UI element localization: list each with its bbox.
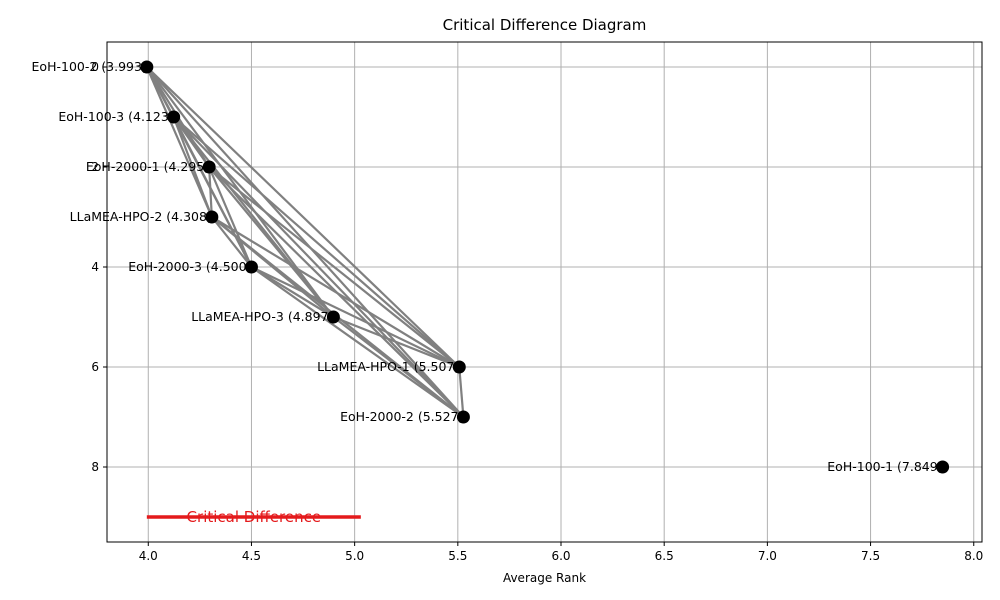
data-point: [936, 460, 950, 474]
connection-line: [172, 116, 460, 368]
critical-difference-label: Critical Difference: [187, 508, 322, 526]
point-label: LLaMEA-HPO-2 (4.308): [70, 209, 212, 224]
point-labels: EoH-100-2 (3.993) EoH-100-3 (4.123) EoH-20…: [32, 59, 943, 474]
connection-line: [172, 116, 253, 268]
x-tick-label: 6.0: [551, 549, 570, 563]
y-tick-label: 4: [91, 260, 99, 274]
x-tick-label: 7.0: [758, 549, 777, 563]
x-tick-label: 5.0: [345, 549, 364, 563]
chart-title: Critical Difference Diagram: [443, 16, 647, 34]
x-tick-label: 7.5: [861, 549, 880, 563]
data-point: [326, 310, 340, 324]
point-label: EoH-100-3 (4.123): [58, 109, 173, 124]
y-tick-label: 8: [91, 460, 99, 474]
connection-line: [145, 66, 213, 218]
connection-line: [332, 315, 460, 369]
x-tick-label: 6.5: [655, 549, 674, 563]
connection-line: [332, 316, 465, 418]
point-label: EoH-100-2 (3.993): [32, 59, 147, 74]
connection-line: [172, 116, 213, 218]
point-label: EoH-100-1 (7.849): [827, 459, 942, 474]
connection-line: [208, 166, 213, 218]
x-tick-label: 8.0: [964, 549, 983, 563]
data-point: [140, 60, 154, 74]
connection-line: [211, 216, 460, 368]
connection-line: [210, 216, 253, 268]
data-point: [452, 360, 466, 374]
connection-line: [208, 166, 253, 268]
y-tick-label: 2: [91, 160, 99, 174]
connection-line: [172, 116, 465, 418]
data-points: [140, 60, 950, 474]
point-label: LLaMEA-HPO-1 (5.507): [317, 359, 459, 374]
data-point: [244, 260, 258, 274]
connection-line: [208, 166, 460, 368]
x-axis-ticks: 4.0 4.5 5.0 5.5 6.0 6.5 7.0 7.5 8.0: [139, 542, 983, 563]
connection-line: [146, 66, 465, 418]
connection-line: [146, 66, 461, 368]
data-point: [205, 210, 219, 224]
y-tick-label: 6: [91, 360, 99, 374]
data-point: [167, 110, 181, 124]
connection-line: [458, 366, 465, 418]
connection-line: [250, 266, 460, 368]
x-tick-label: 5.5: [448, 549, 467, 563]
x-tick-label: 4.5: [242, 549, 261, 563]
data-point: [202, 160, 216, 174]
point-label: EoH-2000-1 (4.295): [86, 159, 209, 174]
connection-line: [208, 166, 335, 318]
connection-line: [250, 266, 465, 418]
point-label: LLaMEA-HPO-3 (4.897): [191, 309, 333, 324]
x-tick-label: 4.0: [139, 549, 158, 563]
critical-difference: Critical Difference: [146, 508, 361, 526]
point-label: EoH-2000-3 (4.500): [128, 259, 251, 274]
data-point: [456, 410, 470, 424]
y-tick-label: 0: [91, 60, 99, 74]
point-label: EoH-2000-2 (5.527): [340, 409, 463, 424]
plot-frame: [106, 41, 983, 543]
x-axis-label: Average Rank: [503, 571, 586, 585]
connection-lines: [145, 66, 465, 418]
y-axis-ticks: 0 2 4 6 8: [91, 60, 107, 474]
